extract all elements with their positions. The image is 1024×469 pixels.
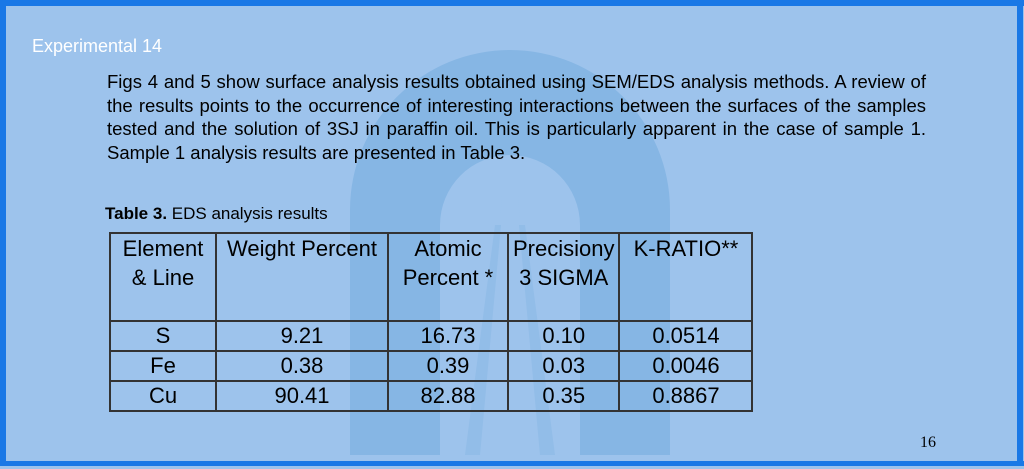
cell-k-ratio: 0.8867: [618, 380, 754, 412]
table-header-row: Element & Line Weight Percent Atomic Per…: [109, 232, 754, 322]
header-precision: Precisiony 3 SIGMA: [506, 232, 621, 322]
cell-weight-percent: 9.21: [215, 320, 389, 352]
table-caption: Table 3. EDS analysis results: [105, 204, 328, 224]
header-k-ratio: K-RATIO**: [618, 232, 754, 322]
header-atomic-percent: Atomic Percent *: [387, 232, 509, 322]
cell-element: Cu: [109, 380, 217, 412]
body-paragraph: Figs 4 and 5 show surface analysis resul…: [107, 71, 926, 163]
table-caption-text: EDS analysis results: [167, 204, 328, 223]
table-row: Cu 90.41 82.88 0.35 0.8867: [109, 380, 754, 412]
table-caption-label: Table 3.: [105, 204, 168, 223]
frame-right-border: [1017, 0, 1023, 466]
table-row: S 9.21 16.73 0.10 0.0514: [109, 320, 754, 352]
cell-element: Fe: [109, 350, 217, 382]
cell-weight-percent: 90.41: [215, 380, 389, 412]
cell-element: S: [109, 320, 217, 352]
eds-results-table: Element & Line Weight Percent Atomic Per…: [109, 232, 754, 412]
page-number: 16: [920, 434, 936, 451]
cell-k-ratio: 0.0514: [618, 320, 754, 352]
header-weight-percent: Weight Percent: [215, 232, 389, 322]
cell-weight-percent: 0.38: [215, 350, 389, 382]
frame-bottom-border: [0, 461, 1024, 466]
cell-precision: 0.35: [506, 380, 621, 412]
table-row: Fe 0.38 0.39 0.03 0.0046: [109, 350, 754, 382]
slide-heading: Experimental 14: [32, 36, 163, 56]
header-element-line: Element & Line: [109, 232, 217, 322]
cell-k-ratio: 0.0046: [618, 350, 754, 382]
frame-top-border: [0, 0, 1024, 6]
cell-atomic-percent: 0.39: [387, 350, 509, 382]
frame-left-border: [0, 0, 6, 466]
cell-precision: 0.03: [506, 350, 621, 382]
cell-precision: 0.10: [506, 320, 621, 352]
cell-atomic-percent: 16.73: [387, 320, 509, 352]
cell-atomic-percent: 82.88: [387, 380, 509, 412]
